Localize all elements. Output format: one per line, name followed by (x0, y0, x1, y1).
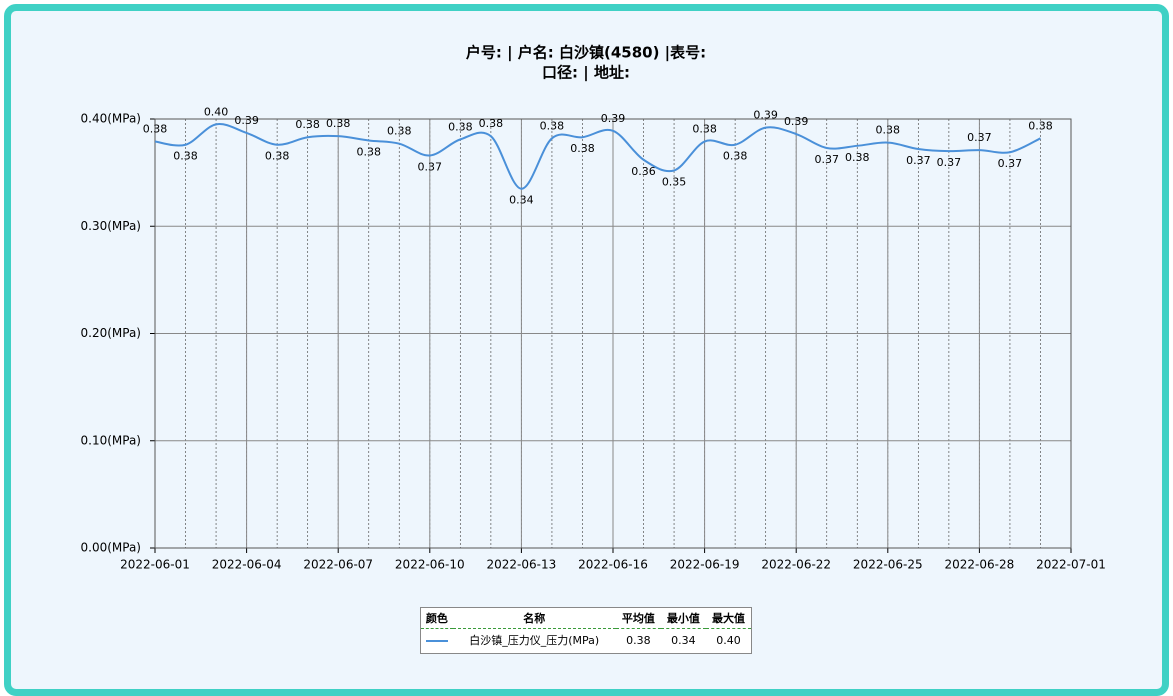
y-tick-label: 0.20(MPa) (81, 326, 142, 340)
legend-grid: 颜色 名称 平均值 最小值 最大值 白沙镇_压力仪_压力(MPa) 0.38 0… (421, 608, 751, 651)
data-label: 0.40 (204, 105, 229, 118)
y-tick-label: 0.10(MPa) (81, 433, 142, 447)
legend-series-name: 白沙镇_压力仪_压力(MPa) (469, 634, 600, 647)
y-tick-label: 0.00(MPa) (81, 541, 142, 555)
data-label: 0.36 (631, 165, 656, 178)
legend-min: 0.34 (671, 633, 696, 647)
x-tick-label: 2022-07-01 (1036, 558, 1106, 572)
x-tick-label: 2022-06-19 (670, 558, 740, 572)
legend-header: 平均值 (615, 608, 661, 629)
data-label: 0.38 (540, 119, 565, 132)
chart-subtitle: 口径: | 地址: (542, 64, 630, 83)
x-tick-label: 2022-06-25 (853, 558, 923, 572)
data-label: 0.38 (692, 123, 717, 136)
data-label: 0.35 (662, 175, 687, 188)
data-label: 0.38 (845, 151, 870, 164)
data-label: 0.38 (356, 145, 381, 158)
data-label: 0.38 (570, 142, 595, 155)
data-label: 0.37 (937, 156, 962, 169)
legend-max: 0.40 (716, 633, 741, 647)
y-tick-label: 0.40(MPa) (81, 112, 142, 126)
data-label: 0.37 (906, 154, 931, 167)
data-label: 0.38 (723, 150, 748, 163)
data-label: 0.37 (998, 157, 1023, 170)
x-tick-label: 2022-06-10 (395, 558, 465, 572)
data-label: 0.38 (448, 120, 473, 133)
series-line (154, 123, 1041, 190)
x-tick-label: 2022-06-01 (120, 558, 190, 572)
data-label: 0.37 (814, 153, 839, 166)
legend-header: 最小值 (660, 608, 706, 629)
legend-header: 最大值 (705, 608, 751, 629)
x-tick-label: 2022-06-28 (945, 558, 1015, 572)
data-label: 0.38 (326, 117, 351, 130)
x-tick-label: 2022-06-16 (578, 558, 648, 572)
legend-header: 颜色 (421, 608, 453, 629)
data-label: 0.34 (509, 194, 534, 207)
data-label: 0.37 (418, 160, 443, 173)
data-label: 0.38 (1028, 119, 1053, 132)
data-label: 0.37 (967, 131, 992, 144)
x-tick-label: 2022-06-22 (761, 558, 831, 572)
x-tick-label: 2022-06-04 (212, 558, 282, 572)
data-label: 0.39 (601, 112, 626, 125)
data-label: 0.38 (479, 117, 504, 130)
legend-swatch (421, 629, 453, 652)
data-label: 0.38 (295, 118, 320, 131)
data-label: 0.39 (753, 109, 778, 122)
data-label: 0.38 (876, 124, 901, 137)
data-label: 0.39 (234, 114, 259, 127)
chart-title: 户号: | 户名: 白沙镇(4580) |表号: (466, 44, 706, 63)
data-label: 0.38 (173, 150, 198, 163)
data-label: 0.39 (784, 115, 809, 128)
x-tick-label: 2022-06-13 (487, 558, 557, 572)
legend-table: 颜色 名称 平均值 最小值 最大值 白沙镇_压力仪_压力(MPa) 0.38 0… (420, 607, 752, 654)
x-tick-label: 2022-06-07 (303, 558, 373, 572)
data-label: 0.38 (387, 125, 412, 138)
legend-header: 名称 (452, 608, 616, 629)
data-label: 0.38 (265, 150, 290, 163)
plot-border (154, 118, 1072, 549)
legend-average: 0.38 (626, 633, 651, 647)
data-label: 0.38 (143, 123, 168, 136)
y-tick-label: 0.30(MPa) (81, 219, 142, 233)
